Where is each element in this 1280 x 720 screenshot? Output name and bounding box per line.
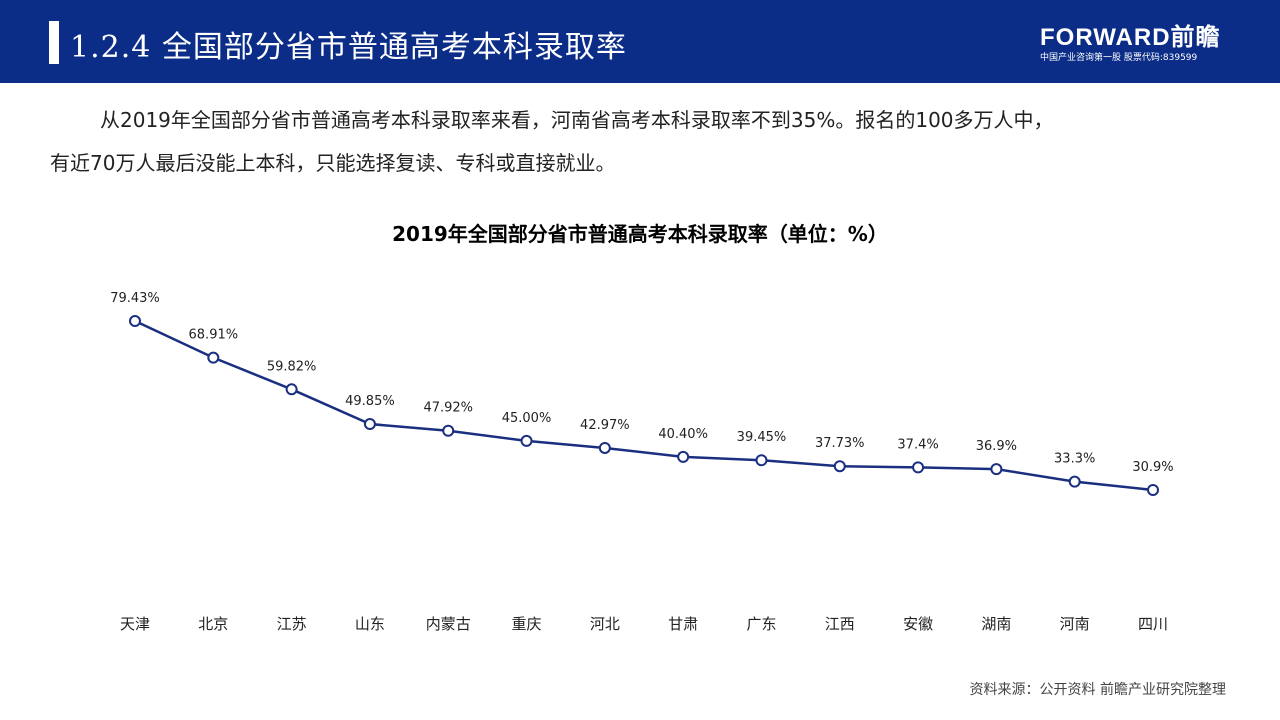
x-tick-label: 河南 [1060, 615, 1090, 633]
data-label: 79.43% [110, 291, 160, 306]
data-point [833, 460, 846, 473]
data-point [677, 450, 690, 463]
data-label: 68.91% [189, 328, 239, 343]
data-point [990, 463, 1003, 476]
x-tick-label: 山东 [355, 615, 385, 633]
data-label: 37.73% [815, 436, 865, 451]
x-tick-label: 湖南 [981, 615, 1011, 633]
data-label: 49.85% [345, 394, 395, 409]
data-point [129, 315, 141, 328]
x-tick-label: 广东 [746, 615, 776, 633]
x-tick-label: 江西 [825, 615, 855, 633]
data-point [1147, 484, 1159, 497]
data-label: 45.00% [502, 411, 552, 426]
data-label: 37.4% [897, 437, 938, 452]
logo-sub: 中国产业咨询第一股 股票代码:839599 [1040, 53, 1198, 63]
page-title: 1.2.4 全国部分省市普通高考本科录取率 [70, 30, 627, 65]
data-label: 30.9% [1132, 460, 1173, 475]
x-tick-label: 安徽 [903, 615, 933, 633]
intro-line-1: 从2019年全国部分省市普通高考本科录取率来看，河南省高考本科录取率不到35%。… [100, 108, 1054, 132]
data-label: 42.97% [580, 418, 630, 433]
data-point [755, 454, 768, 467]
logo-main: FORWARD前瞻 [1040, 24, 1221, 51]
x-tick-label: 天津 [120, 615, 150, 633]
data-label: 47.92% [423, 401, 473, 416]
data-label: 39.45% [737, 430, 787, 445]
x-tick-label: 四川 [1138, 615, 1168, 633]
data-point [285, 383, 298, 396]
title-accent-bar [49, 21, 59, 64]
data-label: 33.3% [1054, 452, 1095, 467]
x-tick-label: 江苏 [277, 615, 307, 633]
series-line [134, 319, 1154, 492]
header-bar: 1.2.4 全国部分省市普通高考本科录取率 FORWARD前瞻 中国产业咨询第一… [0, 0, 1280, 83]
x-tick-label: 河北 [590, 615, 620, 633]
data-label: 36.9% [976, 439, 1017, 454]
data-point [598, 441, 611, 454]
data-label: 59.82% [267, 359, 317, 374]
source-note: 资料来源：公开资料 前瞻产业研究院整理 [969, 682, 1226, 698]
data-point [363, 418, 376, 431]
data-point [912, 461, 925, 474]
x-tick-label: 重庆 [512, 615, 542, 633]
data-point [207, 351, 220, 364]
x-tick-label: 北京 [198, 615, 228, 633]
data-point [1068, 475, 1081, 488]
data-point [520, 434, 533, 447]
chart-title: 2019年全国部分省市普通高考本科录取率（单位：%） [392, 222, 888, 246]
x-tick-label: 内蒙古 [426, 615, 471, 633]
x-tick-label: 甘肃 [668, 615, 698, 633]
forward-logo: FORWARD前瞻 中国产业咨询第一股 股票代码:839599 [1040, 24, 1221, 64]
data-point [442, 424, 455, 437]
intro-line-2: 有近70万人最后没能上本科，只能选择复读、专科或直接就业。 [50, 151, 616, 175]
data-label: 40.40% [658, 427, 708, 442]
